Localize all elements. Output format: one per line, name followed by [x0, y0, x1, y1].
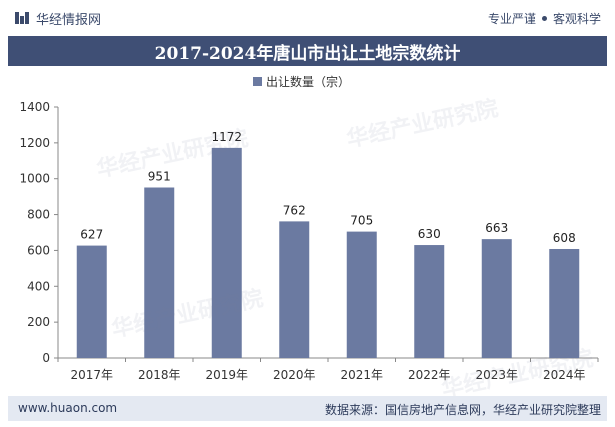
- x-tick-label: 2023年: [475, 368, 518, 382]
- x-tick-label: 2017年: [70, 368, 113, 382]
- slogan: 专业严谨 客观科学: [488, 8, 601, 28]
- bar: [346, 231, 377, 358]
- y-tick-label: 1400: [19, 100, 50, 114]
- bar: [481, 239, 512, 358]
- x-tick-label: 2022年: [408, 368, 451, 382]
- data-label: 627: [80, 228, 103, 242]
- y-tick-label: 400: [27, 279, 50, 293]
- y-tick-label: 200: [27, 315, 50, 329]
- footer-source: 数据来源：国信房地产信息网，华经产业研究院整理: [324, 403, 601, 417]
- y-tick-label: 800: [27, 208, 50, 222]
- data-label: 951: [148, 169, 171, 183]
- top-bar: 华经情报网 专业严谨 客观科学: [0, 0, 615, 36]
- data-label: 762: [283, 203, 306, 217]
- bar: [144, 187, 175, 358]
- data-label: 663: [485, 221, 508, 235]
- footer-bar: www.huaon.com 数据来源：国信房地产信息网，华经产业研究院整理: [8, 396, 607, 421]
- y-tick-label: 1200: [19, 136, 50, 150]
- bar: [279, 221, 310, 358]
- data-label: 608: [553, 231, 576, 245]
- bar: [549, 248, 580, 358]
- x-tick-label: 2019年: [205, 368, 248, 382]
- slogan-right: 客观科学: [552, 11, 601, 26]
- x-tick-label: 2020年: [273, 368, 316, 382]
- x-tick-label: 2024年: [543, 368, 586, 382]
- x-tick-label: 2018年: [138, 368, 181, 382]
- chart-title: 2017-2024年唐山市出让土地宗数统计: [154, 43, 461, 64]
- brand-name: 华经情报网: [36, 12, 102, 28]
- y-tick-label: 600: [27, 243, 50, 257]
- y-tick-label: 1000: [19, 172, 50, 186]
- data-label: 1172: [211, 130, 242, 144]
- footer-website[interactable]: www.huaon.com: [18, 401, 118, 415]
- legend-swatch: [253, 77, 262, 86]
- bar: [76, 245, 107, 358]
- slogan-left: 专业严谨: [487, 11, 536, 26]
- data-label: 705: [350, 214, 373, 228]
- bar: [414, 245, 445, 358]
- slogan-separator-dot: [541, 15, 547, 21]
- chart-title-bar: 2017-2024年唐山市出让土地宗数统计: [8, 36, 607, 66]
- data-label: 630: [418, 227, 441, 241]
- bar: [211, 147, 242, 358]
- brand-logo-icon: [15, 12, 29, 24]
- y-tick-label: 0: [42, 351, 50, 365]
- brand[interactable]: 华经情报网: [14, 8, 101, 28]
- legend-label: 出让数量（宗）: [266, 74, 350, 89]
- chart-area: 华经产业研究院 华经产业研究院 华经产业研究院 华经产业研究院 出让数量（宗） 0…: [0, 66, 615, 403]
- bar-chart: 出让数量（宗） 0 200 400 600 800 1000 1200 1400 627 2017年…: [19, 74, 599, 382]
- x-tick-label: 2021年: [340, 368, 383, 382]
